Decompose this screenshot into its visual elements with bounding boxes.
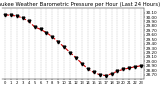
- Title: Milwaukee Weather Barometric Pressure per Hour (Last 24 Hours): Milwaukee Weather Barometric Pressure pe…: [0, 2, 160, 7]
